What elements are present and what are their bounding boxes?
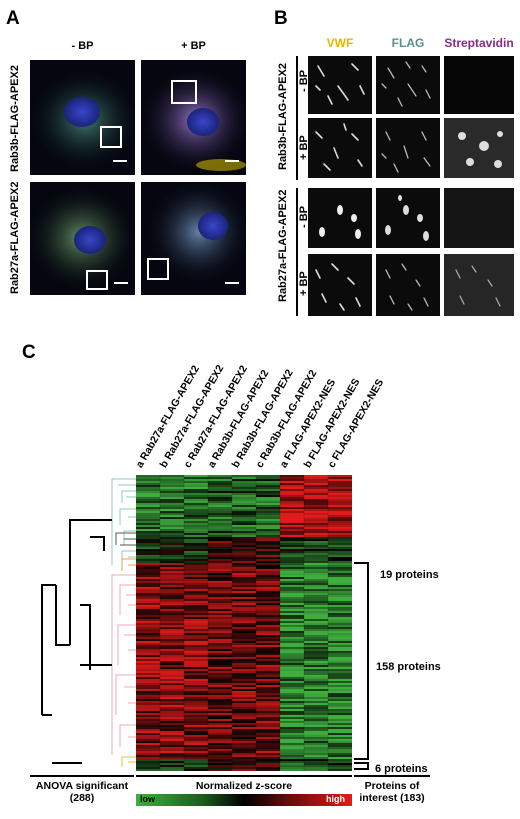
scale-bar bbox=[225, 160, 239, 162]
panel-a-col-plus-bp: + BP bbox=[181, 40, 206, 52]
micrograph-rab3b-plus-bp bbox=[141, 60, 246, 175]
panel-b-col-vwf: VWF bbox=[326, 36, 354, 50]
panel-c-letter: C bbox=[22, 342, 36, 363]
panel-b-group-rab3b: Rab3b-FLAG-APEX2 bbox=[277, 63, 289, 170]
heatmap bbox=[136, 475, 352, 771]
protein-group-brackets bbox=[354, 562, 369, 770]
inset-box bbox=[100, 126, 122, 148]
tile-rab27a-minus-strep bbox=[444, 188, 514, 248]
footer-rule bbox=[354, 775, 430, 777]
footer-proteins-of-interest: Proteins of interest (183) bbox=[359, 780, 425, 804]
panel-b-col-streptavidin: Streptavidin bbox=[444, 36, 514, 50]
panel-b-group-bar bbox=[296, 56, 298, 180]
colorbar-high-label: high bbox=[326, 794, 345, 804]
footer-normalized-zscore: Normalized z-score bbox=[195, 780, 293, 792]
inset-box bbox=[171, 80, 197, 104]
protein-group-158: 158 proteins bbox=[376, 661, 441, 673]
tile-rab27a-minus-flag bbox=[376, 188, 440, 248]
tile-rab3b-plus-flag bbox=[376, 118, 440, 178]
footer-anova: ANOVA significant (288) bbox=[35, 780, 129, 804]
tile-rab3b-minus-strep bbox=[444, 56, 514, 114]
footer-rule bbox=[30, 775, 134, 777]
inset-box bbox=[147, 258, 169, 280]
panel-a-letter: A bbox=[6, 8, 20, 29]
colorbar-low-label: low bbox=[140, 794, 155, 804]
footer-rule bbox=[136, 775, 352, 777]
panel-b-col-flag: FLAG bbox=[391, 36, 425, 50]
tile-rab27a-plus-vwf bbox=[308, 254, 372, 316]
tile-rab3b-minus-flag bbox=[376, 56, 440, 114]
tile-rab27a-minus-vwf bbox=[308, 188, 372, 248]
panel-b-group-rab27a: Rab27a-FLAG-APEX2 bbox=[277, 189, 289, 302]
micrograph-rab27a-plus-bp bbox=[141, 182, 246, 295]
tile-rab27a-plus-flag bbox=[376, 254, 440, 316]
panel-b-letter: B bbox=[274, 8, 288, 29]
dendrogram bbox=[41, 478, 136, 767]
micrograph-rab27a-minus-bp bbox=[30, 182, 135, 295]
protein-group-6: 6 proteins bbox=[375, 763, 428, 775]
panel-a-col-minus-bp: - BP bbox=[71, 40, 94, 52]
panel-a-row-rab27a: Rab27a-FLAG-APEX2 bbox=[9, 181, 21, 294]
tile-rab3b-plus-vwf bbox=[308, 118, 372, 178]
scale-bar bbox=[225, 282, 239, 284]
tile-rab3b-plus-strep bbox=[444, 118, 514, 178]
panel-a-row-rab3b: Rab3b-FLAG-APEX2 bbox=[9, 65, 21, 172]
inset-box bbox=[86, 270, 108, 290]
zscore-colorbar bbox=[136, 794, 352, 806]
scale-bar bbox=[114, 282, 128, 284]
scale-bar bbox=[113, 160, 127, 162]
tile-rab3b-minus-vwf bbox=[308, 56, 372, 114]
protein-group-19: 19 proteins bbox=[380, 569, 439, 581]
micrograph-rab3b-minus-bp bbox=[30, 60, 135, 175]
panel-b-group-bar bbox=[296, 188, 298, 316]
tile-rab27a-plus-strep bbox=[444, 254, 514, 316]
